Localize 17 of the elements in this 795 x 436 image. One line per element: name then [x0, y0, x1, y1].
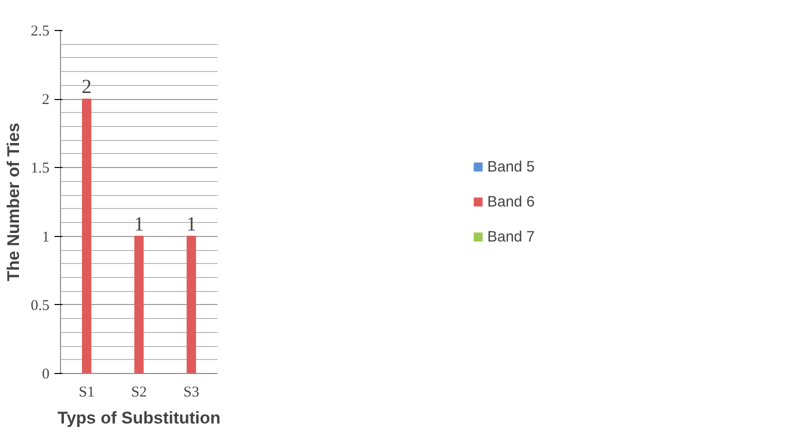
y-tick-label: 0	[42, 366, 50, 382]
y-tick-label: 2	[42, 92, 50, 108]
y-tick-label: 1	[42, 229, 50, 246]
x-tick-label: S1	[78, 384, 95, 400]
x-axis-title: Typs of Substitution	[57, 408, 221, 428]
data-label: 1	[186, 213, 196, 236]
y-axis-title: The Number of Ties	[4, 122, 23, 282]
data-label: 1	[134, 213, 144, 236]
y-tick-label: 1.5	[30, 160, 50, 177]
legend-label: Band 6	[487, 193, 535, 210]
legend-label: Band 7	[487, 228, 535, 245]
y-tick-label: 2.5	[30, 24, 50, 40]
x-tick-label: S3	[183, 384, 200, 400]
data-label: 2	[82, 76, 92, 98]
x-tick-label: S2	[131, 384, 147, 400]
legend-label: Band 5	[487, 158, 535, 175]
y-tick-label: 0.5	[30, 298, 50, 314]
